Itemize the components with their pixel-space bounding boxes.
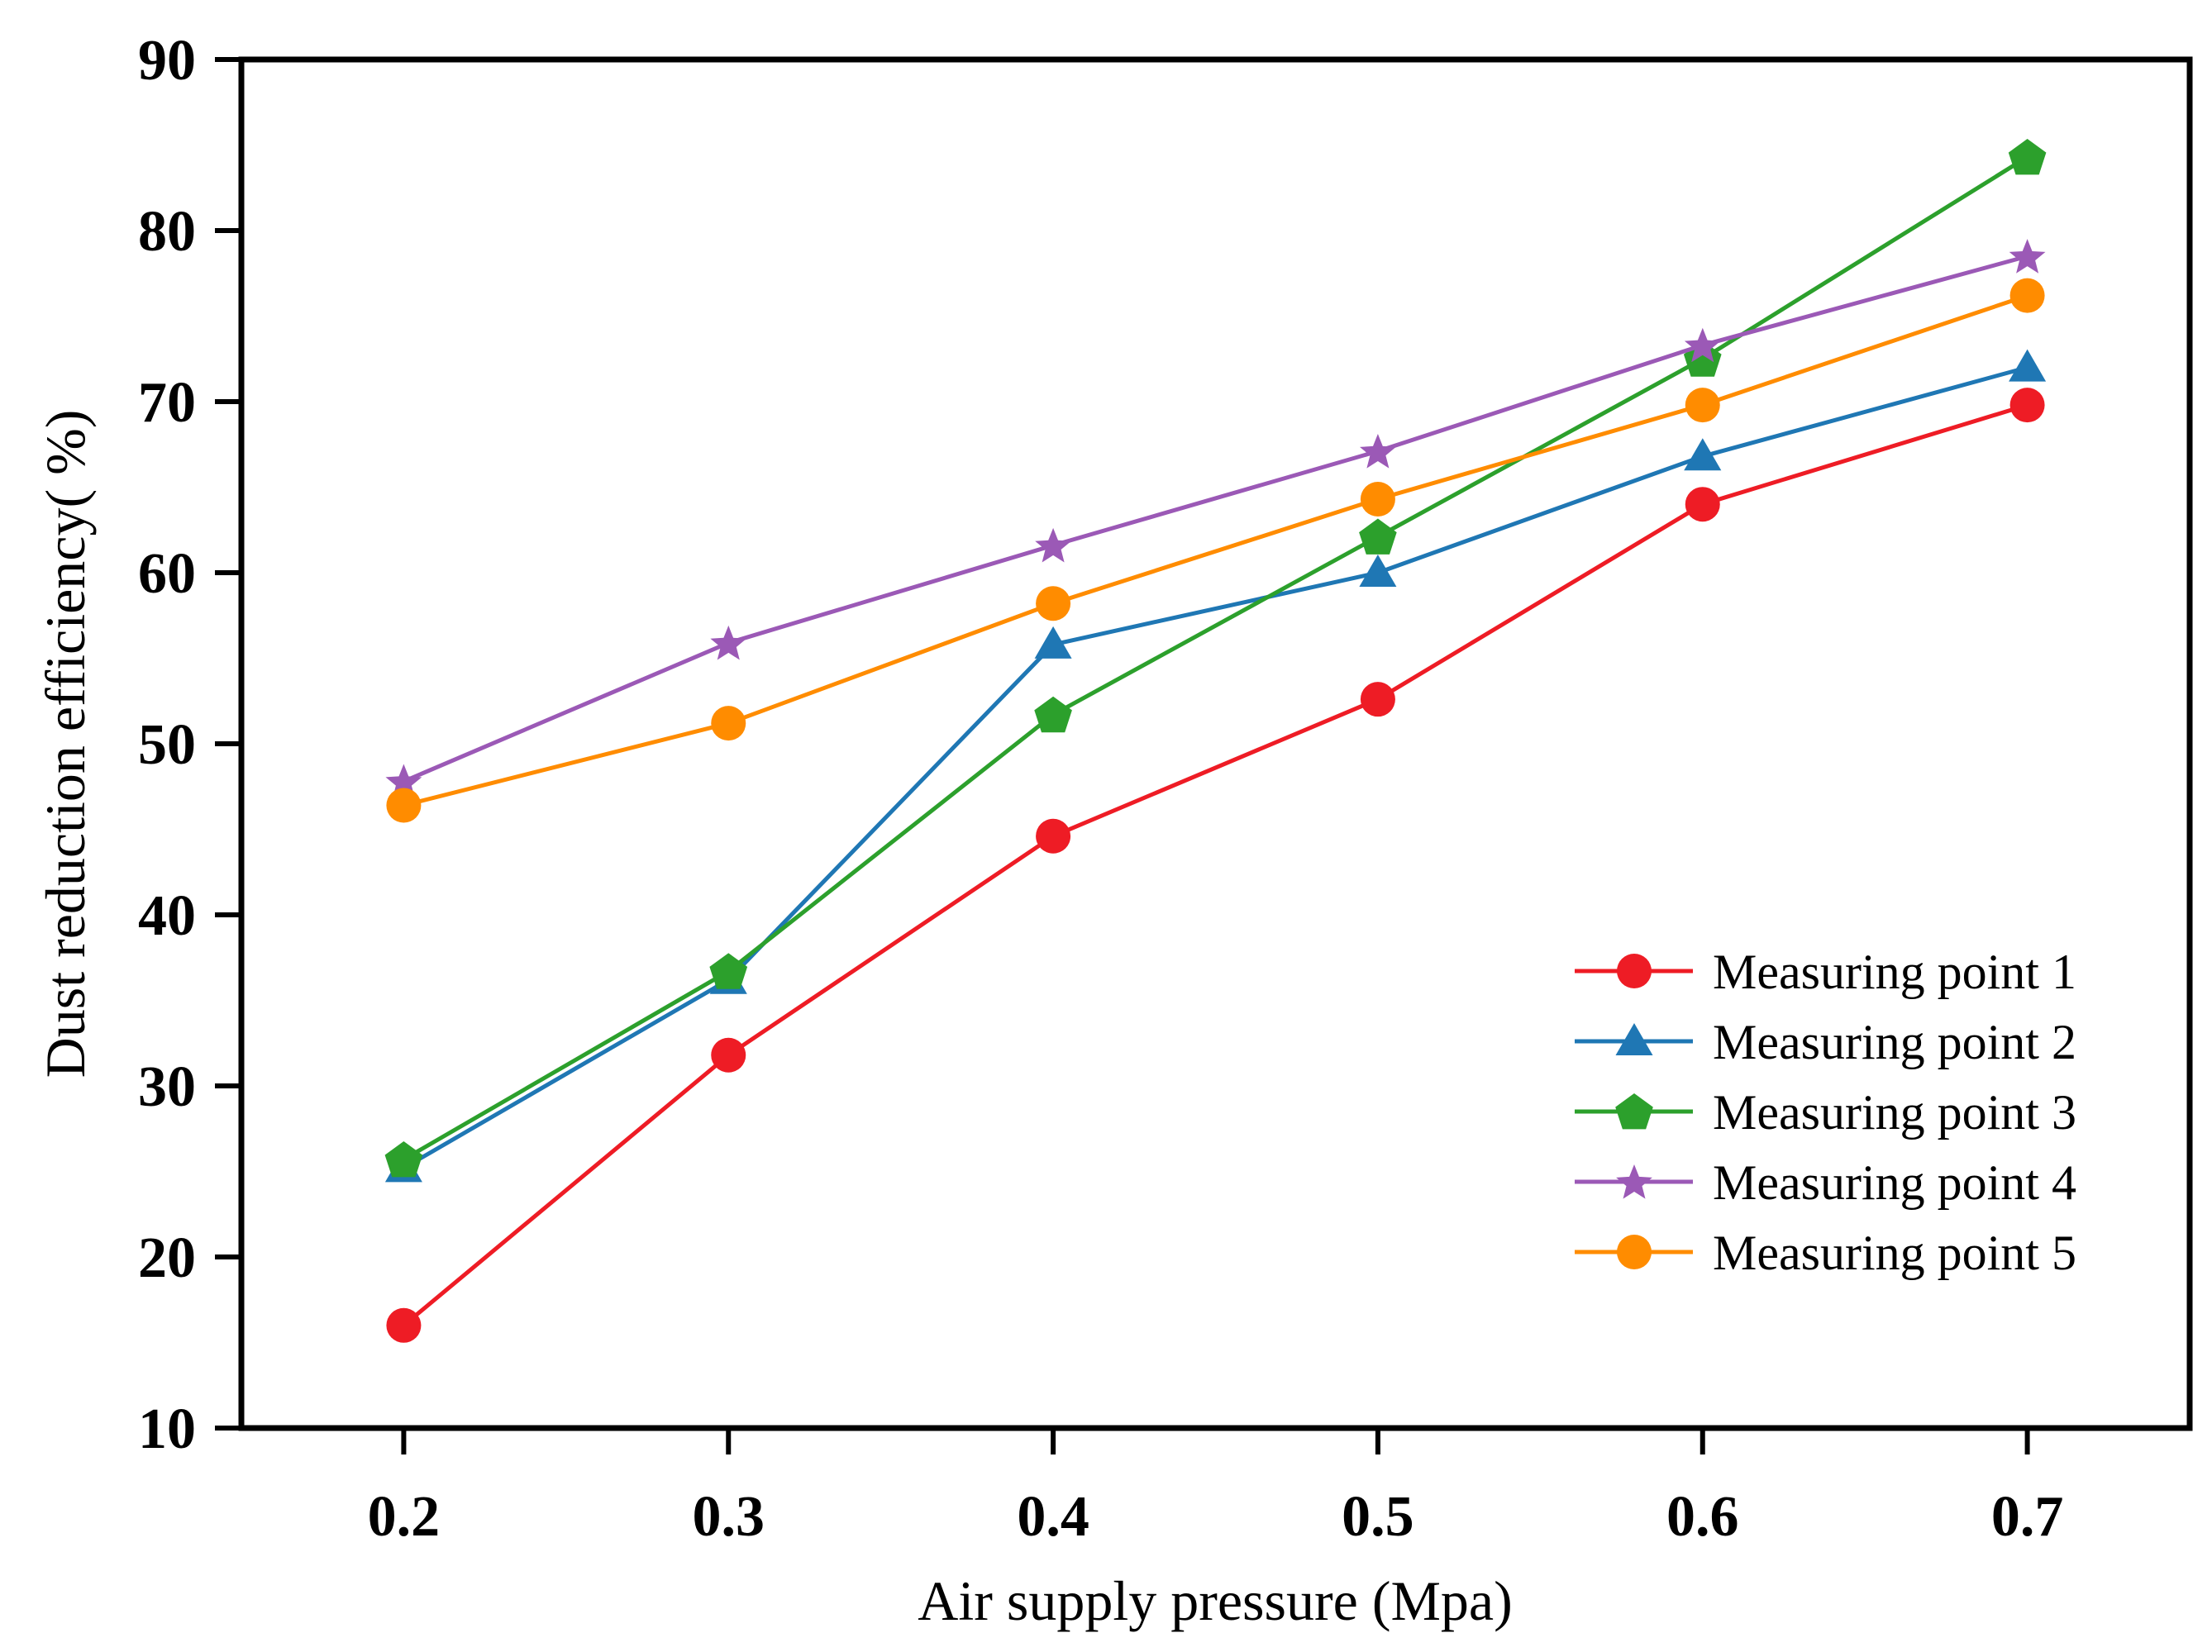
y-tick-label-70: 70 [138, 371, 196, 435]
series-5-point-5 [1685, 388, 1720, 423]
legend-item-2: Measuring point 2 [1575, 1015, 2076, 1069]
legend-marker-3 [1615, 1093, 1653, 1130]
y-tick-label-60: 60 [138, 542, 196, 606]
x-tick-label-6: 0.7 [1991, 1485, 2064, 1549]
series-layer [384, 139, 2047, 1343]
series-4-point-6 [2009, 239, 2046, 274]
y-tick-label-20: 20 [138, 1226, 196, 1290]
legend-marker-4 [1616, 1164, 1652, 1199]
series-5-point-6 [2009, 278, 2045, 313]
series-4-line [403, 254, 2028, 783]
legend-label-2: Measuring point 2 [1713, 1015, 2076, 1069]
x-tick-label-5: 0.6 [1666, 1485, 1739, 1549]
series-2-point-5 [1684, 438, 1722, 471]
series-5-line [403, 293, 2028, 807]
series-3-point-1 [384, 1141, 423, 1178]
y-tick-label-40: 40 [138, 884, 196, 948]
y-tick-label-50: 50 [138, 713, 196, 777]
legend-label-5: Measuring point 5 [1713, 1226, 2076, 1280]
legend-label-4: Measuring point 4 [1713, 1155, 2076, 1210]
series-3-point-4 [1359, 518, 1397, 555]
legend-marker-1 [1617, 954, 1652, 988]
x-tick-label-1: 0.2 [368, 1485, 441, 1549]
series-4-point-1 [385, 764, 422, 799]
legend-label-1: Measuring point 1 [1713, 945, 2076, 999]
series-5 [386, 278, 2045, 823]
y-tick-label-90: 90 [138, 29, 196, 93]
series-1-point-6 [2009, 388, 2045, 423]
series-1-point-4 [1360, 682, 1395, 717]
legend-marker-2 [1615, 1023, 1653, 1055]
x-tick-label-4: 0.5 [1342, 1485, 1414, 1549]
x-axis-title: Air supply pressure (Mpa) [918, 1569, 1513, 1632]
x-tick-label-3: 0.4 [1017, 1485, 1089, 1549]
series-4-point-4 [1360, 434, 1396, 469]
legend-item-4: Measuring point 4 [1575, 1155, 2076, 1210]
y-tick-label-10: 10 [138, 1397, 196, 1461]
series-3-point-6 [2008, 139, 2047, 175]
series-2-point-3 [1034, 626, 1072, 659]
series-1 [386, 388, 2045, 1343]
series-5-point-1 [386, 788, 422, 823]
y-axis-title: Dust reduction efficiency( %) [34, 410, 97, 1078]
series-3-point-2 [709, 953, 748, 989]
series-4-point-3 [1035, 527, 1071, 563]
legend: Measuring point 1 Measuring point 2 Measur… [1575, 945, 2076, 1280]
series-5-point-2 [711, 706, 746, 741]
series-1-point-3 [1036, 818, 1071, 854]
series-4-point-2 [710, 625, 747, 660]
legend-marker-5 [1617, 1235, 1652, 1269]
series-4-point-5 [1684, 327, 1721, 363]
series-5-point-4 [1360, 481, 1395, 517]
series-1-point-2 [711, 1037, 746, 1073]
legend-item-3: Measuring point 3 [1575, 1085, 2076, 1140]
series-1-point-5 [1685, 487, 1720, 522]
series-2-line [403, 365, 2028, 1170]
x-tick-label-2: 0.3 [693, 1485, 765, 1549]
series-4 [385, 239, 2046, 799]
series-5-point-3 [1036, 586, 1071, 621]
legend-item-5: Measuring point 5 [1575, 1226, 2076, 1280]
x-axis: 0.2 0.3 0.4 0.5 0.6 0.7 [368, 1428, 2064, 1549]
y-axis: 10 20 30 40 50 60 70 80 90 [138, 29, 241, 1461]
legend-item-1: Measuring point 1 [1575, 945, 2076, 999]
series-2-point-6 [2009, 349, 2047, 382]
y-tick-label-30: 30 [138, 1055, 196, 1119]
y-tick-label-80: 80 [138, 200, 196, 264]
legend-label-3: Measuring point 3 [1713, 1085, 2076, 1140]
series-1-line [402, 402, 2028, 1327]
series-1-point-1 [386, 1307, 422, 1343]
series-2-point-4 [1359, 555, 1397, 587]
series-3-point-3 [1034, 696, 1072, 733]
plot-frame [238, 56, 2193, 1431]
series-3-line [403, 155, 2028, 1162]
